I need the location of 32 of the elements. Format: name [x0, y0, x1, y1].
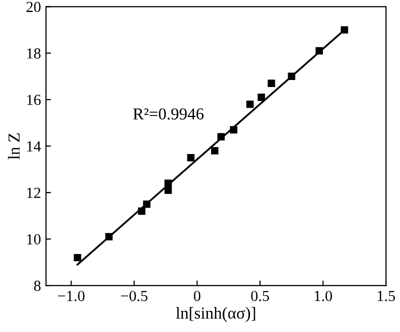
x-tick-label: 0 — [194, 290, 200, 302]
x-tick-label: 0.5 — [251, 290, 270, 302]
y-tick-label: 12 — [27, 188, 40, 198]
point — [230, 126, 238, 134]
point — [105, 233, 113, 240]
x-tick-label: −0.5 — [121, 290, 148, 302]
point — [211, 147, 218, 154]
point — [258, 94, 266, 101]
y-tick-label: 20 — [26, 2, 41, 12]
point — [74, 254, 82, 262]
point — [138, 207, 146, 215]
x-tick-label: 1.5 — [378, 290, 395, 302]
x-tick-label: 1.0 — [314, 290, 332, 302]
y-axis-title: ln Z — [8, 133, 20, 160]
y-tick-label: 16 — [27, 94, 41, 106]
point — [268, 80, 276, 88]
point — [340, 26, 348, 34]
y-tick-label: 10 — [27, 234, 41, 244]
point — [164, 180, 172, 187]
x-tick-label: −1.0 — [58, 290, 84, 302]
y-tick-label: 18 — [27, 48, 41, 59]
point — [288, 72, 296, 80]
annotation: R²=0.9946 — [133, 108, 204, 120]
point — [187, 154, 194, 162]
point — [246, 100, 254, 108]
x-axis-title: ln[sinh(ασ)] — [176, 307, 256, 322]
point — [316, 47, 323, 54]
point — [143, 200, 150, 208]
y-tick-label: 14 — [27, 141, 41, 152]
point — [164, 186, 172, 194]
point — [217, 133, 225, 140]
y-tick-label: 8 — [34, 280, 41, 291]
